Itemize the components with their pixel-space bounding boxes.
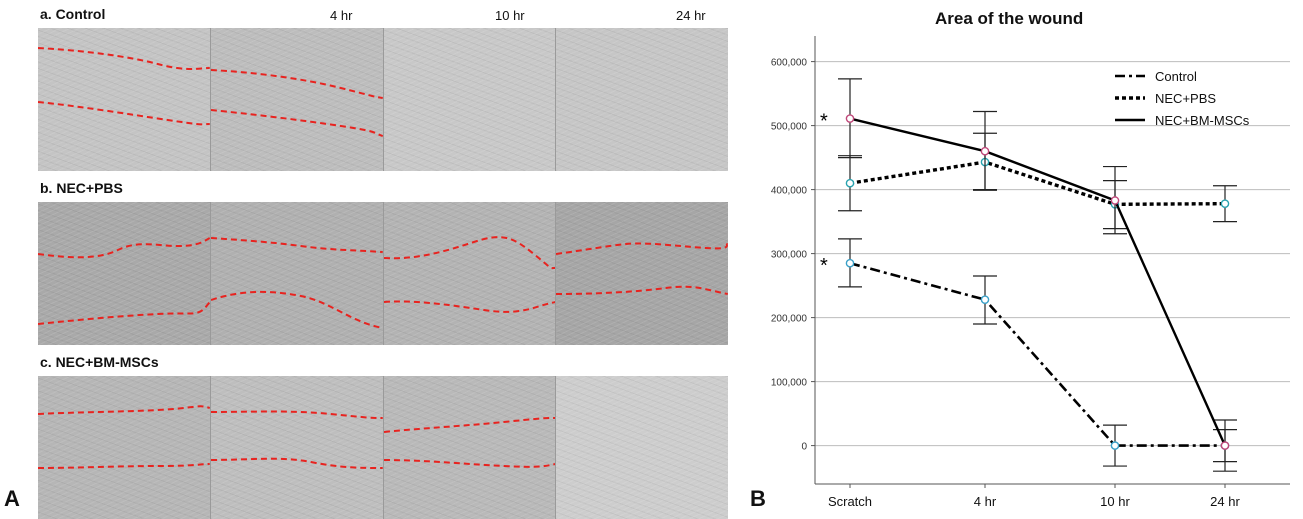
series-line-nec-pbs xyxy=(849,160,1226,207)
y-tick-label: 0 xyxy=(801,442,807,453)
wound-margin-lines xyxy=(556,242,728,295)
micrograph-pbs-scratch xyxy=(38,202,210,345)
data-point-nec-bm-mscs xyxy=(1220,441,1230,450)
y-tick-label: 300,000 xyxy=(771,250,808,261)
wound-margin-lines xyxy=(210,69,383,137)
wound-margin-lines xyxy=(38,237,210,325)
wound-margin-lines xyxy=(210,237,383,329)
micrograph-control-10hr xyxy=(382,28,556,171)
micrograph-pbs-10hr xyxy=(382,202,556,345)
wound-margin-lines xyxy=(210,410,383,469)
series-line-nec-bm-mscs xyxy=(849,117,1227,447)
y-tick-label: 400,000 xyxy=(771,186,808,197)
row-label-control: a. Control xyxy=(40,6,106,22)
wound-margin-lines xyxy=(38,405,210,469)
data-point-nec-pbs xyxy=(845,178,855,188)
data-point-nec-bm-mscs xyxy=(845,114,855,123)
micrograph-mscs-10hr xyxy=(382,376,556,519)
time-label-10hr: 10 hr xyxy=(495,8,525,23)
wound-margin-lines xyxy=(383,236,556,313)
y-tick-label: 600,000 xyxy=(771,58,808,69)
row-label-nec-pbs: b. NEC+PBS xyxy=(40,180,123,196)
significance-annotation: * xyxy=(820,111,828,133)
micro-row-nec-pbs xyxy=(38,202,728,345)
significance-annotation: * xyxy=(820,255,828,277)
data-point-nec-pbs xyxy=(1220,199,1230,208)
row-label-nec-bm-mscs: c. NEC+BM-MSCs xyxy=(40,354,159,370)
data-point-control xyxy=(845,258,855,268)
data-point-nec-bm-mscs xyxy=(1110,196,1120,205)
y-tick-label: 100,000 xyxy=(771,378,808,389)
data-point-control xyxy=(980,295,990,304)
micrograph-mscs-4hr xyxy=(209,376,383,519)
x-tick-label: 4 hr xyxy=(974,494,997,509)
legend-label: NEC+BM-MSCs xyxy=(1155,113,1250,128)
legend-label: Control xyxy=(1155,69,1197,84)
data-point-nec-bm-mscs xyxy=(980,146,990,156)
time-label-24hr: 24 hr xyxy=(676,8,706,23)
micro-row-nec-bm-mscs xyxy=(38,376,728,519)
legend-label: NEC+PBS xyxy=(1155,91,1216,106)
wound-margin-lines xyxy=(383,417,556,468)
micrograph-control-24hr xyxy=(555,28,728,171)
wound-area-chart: Area of the wound 0 100,000 200,000 300,000 4… xyxy=(771,9,1290,509)
micrograph-control-4hr xyxy=(209,28,383,171)
panel-b-letter: B xyxy=(750,486,766,511)
micrograph-pbs-4hr xyxy=(209,202,383,345)
x-tick-label: 24 hr xyxy=(1210,494,1240,509)
data-point-control xyxy=(1110,441,1120,450)
chart-title: Area of the wound xyxy=(935,9,1083,28)
y-tick-label: 200,000 xyxy=(771,314,808,325)
micrograph-mscs-24hr xyxy=(555,376,728,519)
micrograph-pbs-24hr xyxy=(555,202,728,345)
series-line-control xyxy=(849,261,1225,447)
x-tick-label: 10 hr xyxy=(1100,494,1130,509)
y-tick-label: 500,000 xyxy=(771,122,808,133)
micrograph-mscs-scratch xyxy=(38,376,210,519)
x-tick-label: Scratch xyxy=(828,494,872,509)
micro-row-control xyxy=(38,28,728,171)
time-label-4hr: 4 hr xyxy=(330,8,353,23)
panel-a-letter: A xyxy=(4,486,20,511)
wound-margin-lines xyxy=(38,47,210,126)
micrograph-control-scratch xyxy=(38,28,210,171)
